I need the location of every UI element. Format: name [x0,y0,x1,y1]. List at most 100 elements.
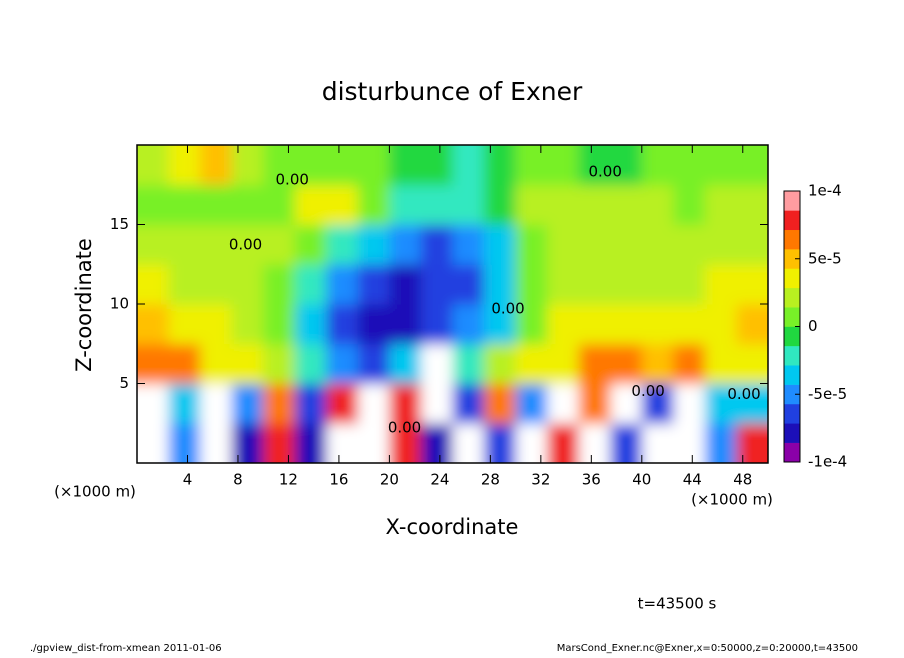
colorbar-band [784,423,800,443]
x-tick-label: 16 [329,471,348,489]
cell [263,304,296,345]
cell [263,145,296,186]
colorbar-band [784,287,800,308]
cell [200,304,233,345]
cell [263,224,296,265]
colorbar-band [784,268,800,289]
cell [673,383,706,424]
y-axis-label: Z-coordinate [72,238,96,372]
colorbar-band [784,442,800,463]
cell [263,264,296,305]
cell [231,304,264,345]
contour-label: 0.00 [388,419,421,437]
cell [673,423,706,463]
cell [452,145,485,186]
cell [137,184,170,225]
cell [294,304,327,345]
cell [263,423,296,463]
cell [515,224,548,265]
cell [452,343,485,384]
cell [578,423,611,463]
footer-right: MarsCond_Exner.nc@Exner,x=0:50000,z=0:20… [557,643,858,654]
cell [294,423,327,463]
cell [578,184,611,225]
cell [326,145,359,186]
cell [547,145,580,186]
cell [736,343,768,384]
cell [231,224,264,265]
cell [420,224,453,265]
cell [357,264,390,305]
cell [168,304,201,345]
colorbar-band [784,384,800,405]
cell [641,224,674,265]
cell [357,383,390,424]
cell [357,423,390,463]
cell [200,224,233,265]
cell [420,264,453,305]
y-tick-label: 5 [119,374,129,392]
cell [420,184,453,225]
cell [231,184,264,225]
cell [294,264,327,305]
cell [704,383,737,424]
cell [137,423,170,463]
cell [736,383,768,424]
cell [200,423,233,463]
cell [610,184,643,225]
x-tick-label: 4 [183,471,193,489]
cell [389,423,422,463]
cell [736,264,768,305]
cell [704,264,737,305]
contour-label: 0.00 [229,236,262,254]
x-tick-label: 20 [380,471,399,489]
cell [515,343,548,384]
cell [200,184,233,225]
x-axis-label: X-coordinate [386,515,519,539]
cell [515,145,548,186]
cell [168,343,201,384]
x-tick-label: 12 [279,471,298,489]
cell [357,304,390,345]
cell [389,383,422,424]
cell [168,224,201,265]
cell [231,145,264,186]
cell [641,145,674,186]
cell [326,184,359,225]
cell [484,145,517,186]
cell [420,423,453,463]
cell [515,184,548,225]
cell [641,304,674,345]
contour-label: 0.00 [491,299,524,317]
x-tick-label: 28 [481,471,500,489]
cell [484,423,517,463]
cell [484,264,517,305]
cell [200,383,233,424]
cell [137,224,170,265]
colorbar-tick-label: 5e-5 [808,249,842,267]
cell [484,184,517,225]
cell [578,343,611,384]
cell [326,224,359,265]
cell [673,304,706,345]
cell [137,145,170,186]
y-unit: (×1000 m) [54,483,136,501]
cell [294,224,327,265]
cell [610,224,643,265]
cell [452,383,485,424]
cell [641,423,674,463]
y-tick-label: 10 [110,295,129,313]
cell [547,383,580,424]
cell [484,343,517,384]
footer-left: ./gpview_dist-from-xmean 2011-01-06 [30,643,222,654]
cell [389,343,422,384]
cell [294,184,327,225]
cell [452,423,485,463]
cell [673,264,706,305]
cell [168,383,201,424]
cell [736,145,768,186]
colorbar-tick-label: -1e-4 [808,453,847,471]
colorbar-band [784,345,800,366]
